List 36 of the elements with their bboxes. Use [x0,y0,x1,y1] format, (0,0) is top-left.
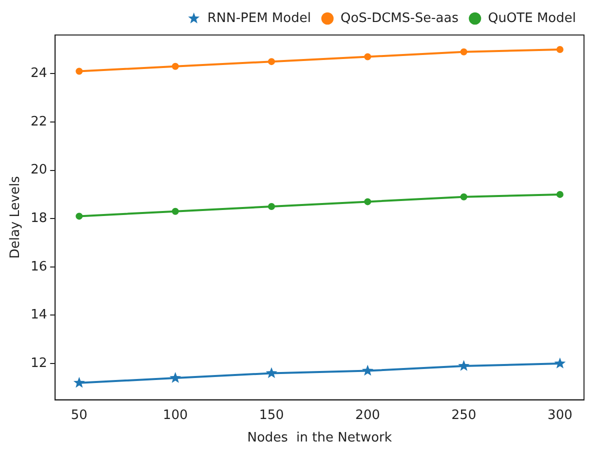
point [170,372,182,383]
x-tick-label: 250 [451,408,476,423]
point [364,53,372,60]
point [76,212,83,220]
point [76,68,83,75]
point [556,46,564,53]
y-tick-label: 18 [30,210,48,226]
point [73,376,85,388]
y-tick-label: 12 [30,356,48,371]
y-tick-label: 14 [30,308,48,323]
y-tick-label: 16 [30,259,48,274]
point [268,58,275,66]
y-tick-label: 22 [30,114,48,130]
legend-label: RNN-PEM Model [207,10,311,26]
point [554,358,566,368]
y-axis-title: Delay Levels [8,176,24,259]
x-tick-label: 200 [355,408,380,423]
x-tick-label: 150 [259,408,284,423]
y-tick-label: 24 [30,66,48,82]
y-tick-label: 20 [30,162,48,178]
point [362,364,374,376]
x-axis-title: Nodes in the Network [247,430,392,446]
x-tick-label: 50 [70,408,88,423]
point [268,203,275,210]
point [458,360,470,371]
point [364,198,372,206]
point [460,193,468,200]
legend-label: QuOTE Model [488,10,576,26]
point [460,48,468,56]
point [172,62,179,70]
x-tick-label: 300 [548,408,572,423]
point [556,190,564,198]
point [266,367,278,378]
x-tick-label: 100 [162,408,188,423]
point [172,208,179,215]
legend-label: QoS-DCMS-Se-aas [340,10,459,26]
